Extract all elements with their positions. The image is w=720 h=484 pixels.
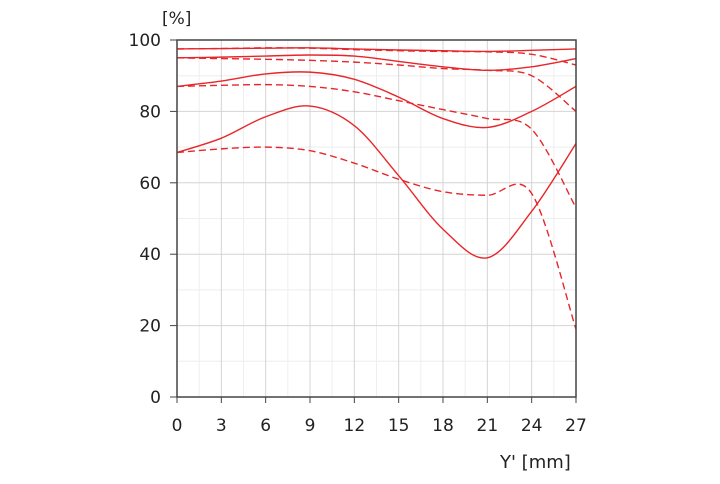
x-tick-label: 15: [388, 416, 410, 436]
series-line-solid-4: [176, 105, 577, 259]
series-line-solid-3: [176, 71, 577, 129]
y-tick-label: 60: [139, 174, 161, 194]
x-axis-label: Y' [mm]: [499, 452, 571, 473]
x-tick-label: 3: [216, 416, 227, 436]
tick-labels: 0 3 6 9 12 15 18 21 24 27 0 20 40 60 80 100: [129, 31, 587, 436]
x-tick-label: 24: [521, 416, 543, 436]
plot-frame: [176, 39, 577, 398]
series-lines: [176, 47, 577, 330]
series-line-dashed-1: [176, 47, 577, 66]
series-line-dashed-3: [176, 83, 577, 209]
series-line-dashed-2: [176, 57, 577, 112]
grid: [176, 39, 577, 398]
y-tick-label: 0: [150, 388, 161, 408]
y-axis-label: [%]: [162, 9, 191, 29]
x-tick-label: 0: [172, 416, 183, 436]
x-tick-label: 12: [344, 416, 366, 436]
y-tick-label: 100: [129, 31, 161, 51]
x-tick-label: 27: [565, 416, 587, 436]
y-tick-label: 80: [139, 102, 161, 122]
y-tick-label: 20: [139, 317, 161, 337]
series-line-solid-2: [176, 54, 577, 72]
series-line-dashed-4: [176, 146, 577, 330]
x-tick-label: 6: [260, 416, 271, 436]
x-tick-label: 9: [305, 416, 316, 436]
y-tick-label: 40: [139, 245, 161, 265]
x-tick-label: 21: [477, 416, 499, 436]
x-tick-label: 18: [432, 416, 454, 436]
